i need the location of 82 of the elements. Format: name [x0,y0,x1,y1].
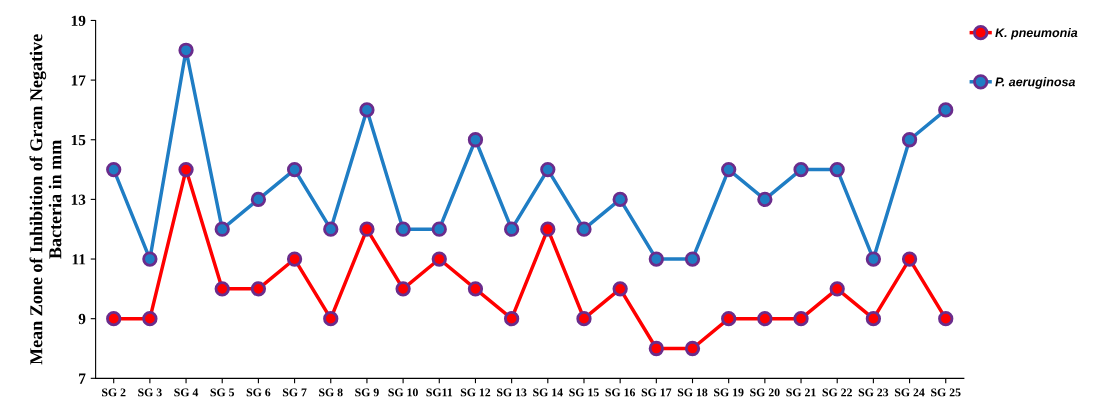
y-tick-label: 9 [78,313,86,325]
x-tick-label: SG 25 [931,388,961,397]
x-tick-label: SG 2 [102,388,126,397]
point [395,221,411,237]
point [467,132,484,148]
x-tick-label: SG 3 [138,388,162,397]
x-tick-label: SG 5 [210,388,235,397]
point [431,221,447,237]
point [901,251,918,267]
y-tick-label: 7 [79,373,86,384]
x-tick-label: SG 19 [714,388,744,397]
point [323,311,339,327]
x-tick-label: SG 21 [786,388,816,397]
point [721,161,737,178]
point [865,251,882,267]
legend-label: K. pneumonia [995,27,1078,40]
point [106,311,122,327]
point [359,221,375,237]
point [684,340,701,357]
point [684,251,701,267]
point [938,311,954,327]
point [757,311,773,327]
x-tick-label: SG 10 [388,388,418,397]
point [106,161,122,178]
point [431,251,447,267]
point [286,161,303,178]
point [503,311,520,327]
y-tick-label: 19 [71,15,86,26]
x-tick-label: SG 17 [641,388,672,397]
legend-label: P. aeruginosa [995,77,1076,89]
point [250,191,267,208]
point [178,161,194,178]
point [214,221,230,237]
point [829,161,845,178]
point [540,161,556,178]
x-tick-label: SG 13 [497,388,527,397]
x-tick-label: SG 14 [533,388,563,397]
x-tick-label: SG 9 [355,388,379,397]
point [829,281,845,297]
point [395,281,411,297]
point [648,251,664,267]
x-tick-label: SG 20 [750,388,780,397]
point [793,161,809,178]
x-tick-label: SG 16 [605,388,636,397]
x-tick-label: SG 24 [894,388,925,397]
x-tick-label: SG 15 [569,388,599,397]
point [612,191,628,208]
point [648,340,664,357]
point [576,221,592,237]
x-tick-label: SG 6 [246,388,271,397]
x-tick-label: SG 7 [282,388,307,397]
point [757,191,773,208]
point [576,311,592,327]
point [540,221,556,237]
y-tick-label: 13 [71,194,86,205]
point [250,281,267,297]
point [865,311,882,327]
x-tick-label: SG 4 [174,388,199,397]
point [503,221,520,237]
y-tick-label: 11 [72,254,86,265]
point [142,311,158,327]
x-tick-label: SG 12 [460,388,491,397]
point [286,251,303,267]
x-tick-label: SG11 [426,388,453,397]
point [793,311,809,327]
x-tick-label: SG 22 [822,388,852,397]
point [323,221,339,237]
point [467,281,484,297]
point [721,311,737,327]
y-tick-label: 17 [71,75,86,86]
point [178,42,194,58]
y-axis-title: Mean Zone of Inhibition of Gram Negative Bacteria in mm [29,34,62,365]
x-tick-label: SG 23 [858,388,889,397]
point [142,251,158,267]
x-tick-label: SG 8 [319,388,343,397]
point [901,132,918,148]
point [612,281,628,297]
point [359,102,375,118]
x-tick-label: SG 18 [677,388,708,397]
point [214,281,230,297]
point [938,102,954,118]
y-tick-label: 15 [71,134,86,146]
